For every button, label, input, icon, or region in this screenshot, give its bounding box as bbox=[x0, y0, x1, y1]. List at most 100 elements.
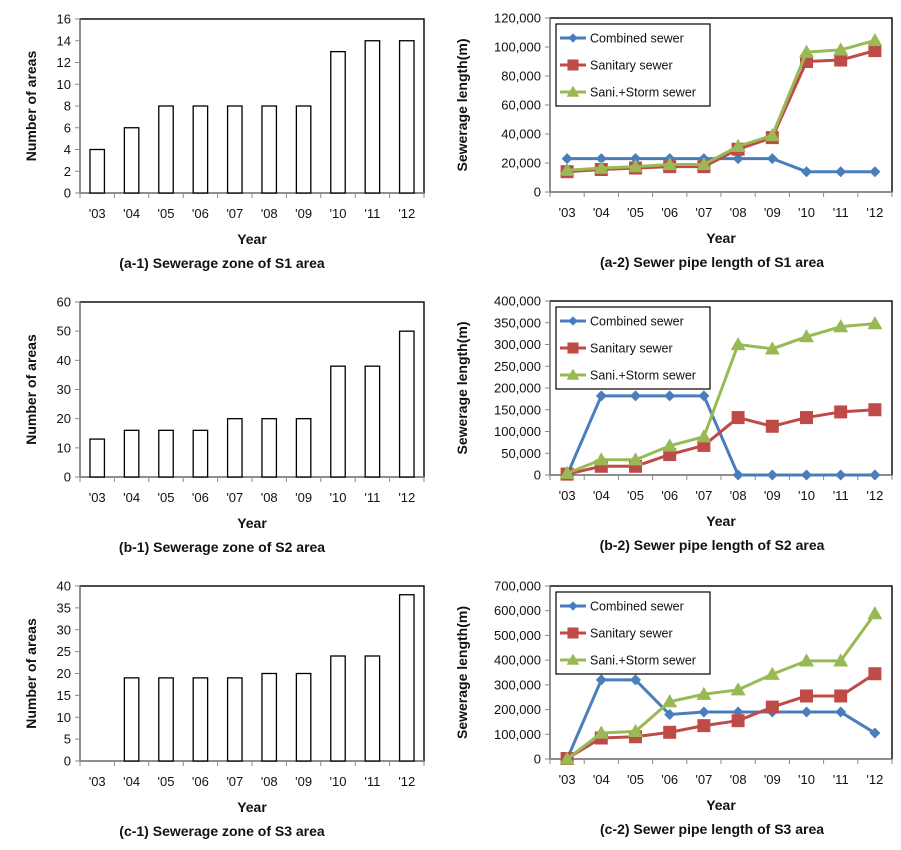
y-tick-label: 10 bbox=[57, 710, 71, 725]
y-tick-label: 60,000 bbox=[501, 98, 541, 113]
diamond-marker bbox=[869, 727, 881, 739]
bar bbox=[158, 677, 174, 762]
x-tick-label: '05 bbox=[627, 488, 644, 503]
triangle-marker bbox=[696, 156, 712, 171]
square-marker bbox=[868, 403, 882, 417]
y-tick-label: 100,000 bbox=[494, 727, 541, 742]
diamond-marker bbox=[568, 601, 578, 611]
y-tick-label: 10 bbox=[57, 77, 71, 92]
x-tick-label: '04 bbox=[123, 490, 140, 505]
diamond-marker bbox=[801, 706, 812, 718]
y-tick-label: 30 bbox=[57, 622, 71, 637]
legend-label: Sanitary sewer bbox=[590, 342, 673, 356]
bar bbox=[226, 105, 243, 194]
y-tick-label: 300,000 bbox=[494, 677, 541, 692]
x-tick-label: '07 bbox=[695, 772, 712, 787]
x-axis-title: Year bbox=[237, 799, 267, 815]
x-tick-label: '05 bbox=[158, 490, 175, 505]
bar bbox=[295, 672, 312, 762]
diamond-marker bbox=[568, 33, 578, 43]
x-tick-label: '12 bbox=[398, 490, 415, 505]
triangle-marker bbox=[867, 32, 883, 47]
diamond-marker bbox=[732, 469, 744, 481]
y-tick-label: 200,000 bbox=[494, 702, 541, 717]
y-tick-label: 40 bbox=[57, 579, 71, 594]
x-tick-label: '12 bbox=[866, 488, 883, 503]
bar bbox=[89, 148, 106, 194]
chart-a-2: 0 20,000 40,000 60,000 80,000 100,000 120,000 '… bbox=[454, 11, 893, 270]
y-tick-label: 80,000 bbox=[501, 69, 541, 84]
diamond-marker bbox=[698, 390, 710, 402]
diamond-marker bbox=[801, 166, 812, 178]
triangle-marker bbox=[628, 452, 643, 466]
x-tick-label: '09 bbox=[295, 774, 312, 789]
x-tick-label: '05 bbox=[627, 205, 644, 220]
legend: Combined sewer Sanitary sewer Sani.+Storm … bbox=[555, 306, 711, 390]
x-tick-label: '07 bbox=[226, 206, 243, 221]
y-tick-label: 200,000 bbox=[494, 381, 541, 396]
x-tick-label: '12 bbox=[866, 772, 883, 787]
y-tick-label: 20 bbox=[57, 666, 71, 681]
bar bbox=[158, 105, 174, 194]
y-tick-label: 400,000 bbox=[494, 294, 541, 309]
square-marker bbox=[765, 700, 779, 714]
x-tick-label: '10 bbox=[798, 488, 815, 503]
x-tick-label: '07 bbox=[226, 490, 243, 505]
triangle-marker bbox=[628, 723, 643, 737]
legend-label: Combined sewer bbox=[590, 32, 684, 46]
x-tick-label: '04 bbox=[593, 772, 610, 787]
diamond-marker bbox=[766, 469, 778, 481]
triangle-marker bbox=[662, 438, 678, 452]
series-line bbox=[566, 322, 876, 475]
diamond-marker bbox=[595, 153, 607, 165]
y-tick-label: 2 bbox=[64, 164, 71, 179]
triangle-marker bbox=[559, 465, 575, 479]
bar bbox=[398, 330, 415, 478]
triangle-marker bbox=[867, 316, 883, 330]
y-tick-label: 4 bbox=[64, 142, 71, 157]
diamond-marker bbox=[595, 390, 607, 402]
triangle-marker bbox=[628, 159, 643, 173]
diamond-marker bbox=[766, 153, 778, 165]
y-tick-label: 350,000 bbox=[494, 315, 541, 330]
x-tick-label: '04 bbox=[593, 205, 610, 220]
x-tick-label: '10 bbox=[798, 772, 815, 787]
triangle-marker bbox=[833, 319, 849, 333]
x-tick-label: '07 bbox=[226, 774, 243, 789]
bar bbox=[295, 418, 312, 478]
y-tick-label: 600,000 bbox=[494, 603, 541, 618]
y-tick-label: 6 bbox=[64, 120, 71, 135]
chart-caption: (b-2) Sewer pipe length of S2 area bbox=[600, 537, 825, 553]
x-tick-label: '08 bbox=[261, 206, 278, 221]
square-marker bbox=[765, 419, 779, 433]
x-tick-label: '07 bbox=[695, 205, 712, 220]
chart-c-2: 0 100,000 200,000 300,000 400,000 500,000 600,… bbox=[454, 579, 893, 837]
triangle-marker bbox=[833, 653, 849, 667]
x-tick-label: '10 bbox=[330, 490, 347, 505]
y-axis-title: Sewerage length(m) bbox=[454, 606, 470, 739]
y-tick-label: 400,000 bbox=[494, 653, 541, 668]
chart-caption: (b-1) Sewerage zone of S2 area bbox=[119, 539, 325, 555]
triangle-marker bbox=[696, 686, 712, 700]
bar bbox=[261, 672, 278, 762]
x-tick-label: '10 bbox=[330, 774, 347, 789]
chart-c-1: 0 5 10 15 20 25 30 35 40 '03 '04 '05 '06 '07 '08 '09 '10… bbox=[23, 579, 425, 839]
y-tick-label: 120,000 bbox=[494, 11, 541, 26]
x-tick-label: '06 bbox=[192, 490, 209, 505]
diamond-marker bbox=[732, 153, 744, 165]
y-tick-label: 100,000 bbox=[494, 424, 541, 439]
bar bbox=[364, 40, 381, 194]
triangle-marker bbox=[593, 725, 609, 739]
y-tick-label: 0 bbox=[64, 186, 71, 201]
square-marker bbox=[868, 667, 882, 681]
y-tick-label: 25 bbox=[57, 644, 71, 659]
diamond-marker bbox=[664, 709, 676, 721]
x-tick-label: '06 bbox=[661, 772, 678, 787]
triangle-marker bbox=[662, 156, 678, 171]
x-tick-label: '03 bbox=[89, 774, 106, 789]
x-tick-label: '11 bbox=[833, 205, 849, 220]
x-tick-label: '12 bbox=[398, 206, 415, 221]
bar bbox=[192, 105, 209, 194]
x-tick-label: '06 bbox=[661, 488, 678, 503]
diamond-marker bbox=[698, 706, 710, 718]
